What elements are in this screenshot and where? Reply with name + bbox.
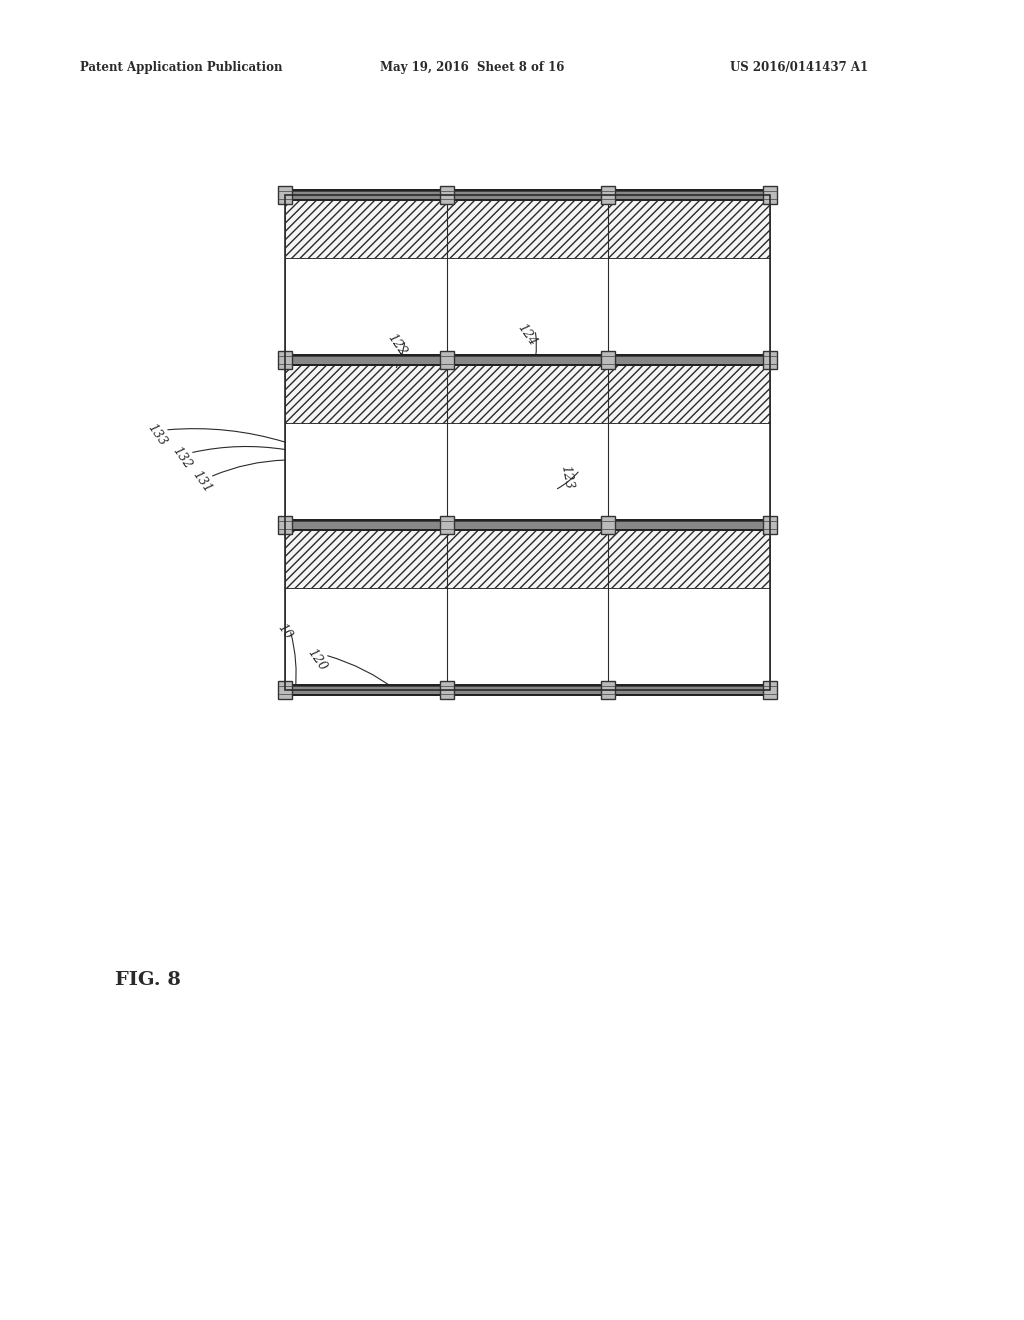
Bar: [608, 587, 770, 690]
Bar: [278, 351, 292, 370]
Bar: [763, 516, 777, 535]
Bar: [285, 360, 446, 422]
Bar: [285, 364, 770, 366]
Bar: [285, 257, 446, 360]
Bar: [439, 516, 454, 535]
Text: 124: 124: [515, 321, 539, 348]
Bar: [601, 351, 615, 370]
Bar: [446, 587, 608, 690]
Text: FIG. 8: FIG. 8: [115, 972, 181, 989]
Bar: [285, 694, 770, 696]
Bar: [285, 684, 770, 696]
Bar: [285, 189, 770, 201]
Text: 131: 131: [189, 469, 214, 495]
Bar: [285, 525, 446, 587]
Text: 123: 123: [559, 463, 575, 490]
Bar: [285, 354, 770, 366]
Bar: [285, 519, 770, 531]
Bar: [285, 521, 770, 528]
Bar: [439, 186, 454, 205]
Bar: [285, 684, 770, 686]
Bar: [439, 351, 454, 370]
Text: May 19, 2016  Sheet 8 of 16: May 19, 2016 Sheet 8 of 16: [380, 62, 564, 74]
Bar: [601, 516, 615, 535]
Bar: [285, 422, 446, 525]
Bar: [446, 525, 608, 587]
Bar: [608, 525, 770, 587]
Text: 122: 122: [385, 331, 410, 359]
Bar: [285, 189, 770, 191]
Text: 10: 10: [274, 622, 295, 642]
Text: US 2016/0141437 A1: US 2016/0141437 A1: [730, 62, 868, 74]
Bar: [285, 587, 446, 690]
Bar: [763, 681, 777, 700]
Bar: [608, 195, 770, 257]
Bar: [601, 186, 615, 205]
Bar: [285, 686, 770, 693]
Bar: [446, 195, 608, 257]
Text: Patent Application Publication: Patent Application Publication: [80, 62, 283, 74]
Bar: [446, 360, 608, 422]
Bar: [285, 191, 770, 198]
Text: 120: 120: [305, 647, 329, 673]
Bar: [446, 257, 608, 360]
Bar: [285, 195, 770, 690]
Bar: [608, 360, 770, 422]
Bar: [285, 529, 770, 531]
Bar: [278, 516, 292, 535]
Text: 132: 132: [170, 445, 195, 471]
Bar: [285, 199, 770, 201]
Bar: [601, 681, 615, 700]
Bar: [763, 186, 777, 205]
Bar: [278, 681, 292, 700]
Bar: [608, 257, 770, 360]
Bar: [608, 422, 770, 525]
Bar: [763, 351, 777, 370]
Text: 133: 133: [144, 421, 169, 449]
Bar: [285, 356, 770, 363]
Bar: [285, 519, 770, 521]
Bar: [446, 422, 608, 525]
Bar: [439, 681, 454, 700]
Bar: [278, 186, 292, 205]
Bar: [285, 195, 446, 257]
Bar: [285, 354, 770, 356]
